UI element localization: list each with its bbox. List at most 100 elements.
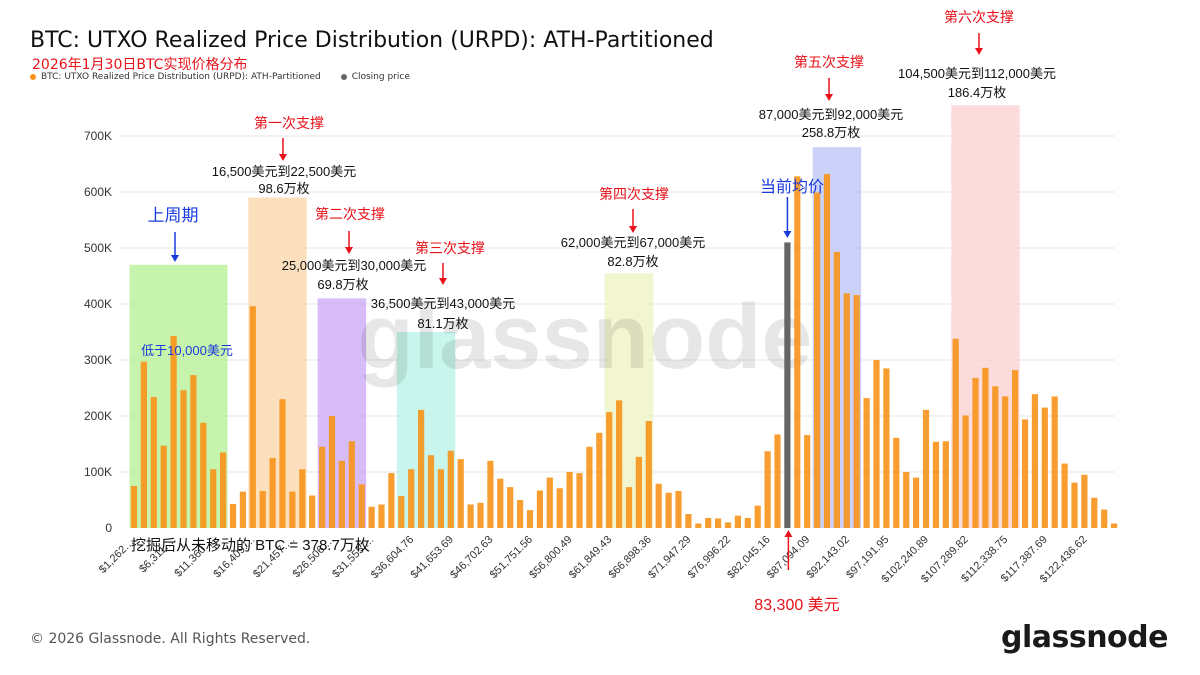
legend-dot-urpd bbox=[30, 74, 36, 80]
supply-band-2 bbox=[248, 197, 307, 528]
urpd-bar bbox=[962, 415, 969, 528]
closing-price-label: 83,300 美元 bbox=[754, 596, 839, 614]
urpd-bar bbox=[794, 176, 801, 528]
band-range-3: 25,000美元到30,000美元 bbox=[282, 258, 427, 273]
band-label-4: 第三次支撑 bbox=[415, 240, 485, 256]
urpd-bar bbox=[130, 486, 138, 528]
y-tick-label: 100K bbox=[84, 465, 112, 479]
urpd-bar bbox=[180, 390, 187, 528]
urpd-bar bbox=[744, 517, 751, 528]
urpd-bar bbox=[220, 452, 227, 528]
band-label-2: 第一次支撑 bbox=[254, 115, 324, 131]
price-arrow-head bbox=[784, 530, 793, 537]
urpd-bar bbox=[932, 441, 939, 528]
urpd-bar bbox=[675, 491, 682, 528]
urpd-bar bbox=[982, 367, 989, 528]
urpd-bar bbox=[388, 473, 395, 528]
urpd-bar bbox=[1101, 509, 1108, 528]
urpd-bar bbox=[952, 338, 959, 528]
chart-subtitle: 2026年1月30日BTC实现价格分布 bbox=[32, 57, 248, 73]
band-amount-2: 98.6万枚 bbox=[258, 181, 309, 196]
urpd-bar bbox=[695, 523, 702, 528]
urpd-bar bbox=[893, 437, 900, 528]
urpd-bar bbox=[1031, 394, 1038, 528]
urpd-bar bbox=[616, 400, 623, 528]
y-tick-label: 500K bbox=[84, 241, 112, 255]
urpd-bar bbox=[972, 377, 979, 528]
y-tick-label: 700K bbox=[84, 129, 112, 143]
urpd-bar bbox=[299, 469, 306, 528]
urpd-bar bbox=[556, 488, 563, 528]
urpd-bar bbox=[665, 492, 672, 528]
urpd-bar bbox=[497, 478, 504, 528]
urpd-bar bbox=[507, 487, 514, 528]
urpd-bar bbox=[200, 422, 207, 528]
urpd-bar bbox=[378, 504, 385, 528]
urpd-bar bbox=[526, 510, 534, 528]
urpd-bar bbox=[1051, 396, 1058, 528]
urpd-bar bbox=[229, 503, 237, 528]
legend-dot-closing bbox=[340, 74, 347, 80]
urpd-bar bbox=[358, 484, 365, 528]
band-amount-6: 258.8万枚 bbox=[802, 125, 861, 140]
band-label-6: 第五次支撑 bbox=[794, 54, 864, 70]
urpd-bar bbox=[437, 469, 444, 528]
chart-title: BTC: UTXO Realized Price Distribution (U… bbox=[30, 28, 714, 53]
band-range-6: 87,000美元到92,000美元 bbox=[759, 107, 904, 122]
urpd-bar bbox=[833, 251, 840, 529]
urpd-bar bbox=[170, 335, 177, 528]
band-arrow-4-head bbox=[439, 278, 447, 285]
band-label-1: 上周期 bbox=[148, 206, 199, 225]
urpd-bar bbox=[814, 192, 821, 528]
urpd-bar bbox=[913, 477, 920, 528]
legend: BTC: UTXO Realized Price Distribution (U… bbox=[30, 72, 410, 82]
band-amount-5: 82.8万枚 bbox=[607, 254, 658, 269]
urpd-bar bbox=[269, 458, 276, 528]
urpd-bar bbox=[457, 459, 464, 528]
urpd-bar bbox=[210, 469, 217, 528]
urpd-bar bbox=[536, 490, 543, 528]
band-arrow-5-head bbox=[629, 226, 637, 233]
urpd-bar bbox=[140, 361, 147, 528]
urpd-bar bbox=[239, 491, 246, 528]
urpd-bar bbox=[418, 409, 425, 528]
band-arrow-7-head bbox=[975, 48, 983, 55]
urpd-bar bbox=[576, 473, 583, 528]
y-tick-label: 0 bbox=[105, 521, 112, 535]
legend-item-urpd[interactable]: BTC: UTXO Realized Price Distribution (U… bbox=[30, 72, 321, 82]
urpd-bar bbox=[289, 491, 296, 528]
urpd-bar bbox=[1061, 463, 1068, 528]
urpd-bar bbox=[408, 469, 415, 528]
supply-band-5 bbox=[604, 273, 654, 528]
urpd-bar bbox=[705, 517, 712, 528]
urpd-bar bbox=[447, 450, 454, 528]
legend-label-closing: Closing price bbox=[351, 72, 410, 82]
band-label-3: 第二次支撑 bbox=[315, 206, 385, 222]
band-note-1: 低于10,000美元 bbox=[141, 343, 233, 358]
band-amount-4: 81.1万枚 bbox=[417, 316, 468, 331]
urpd-bar bbox=[734, 515, 741, 528]
urpd-bar bbox=[843, 293, 850, 528]
urpd-bar bbox=[467, 504, 474, 528]
closing-price-bar bbox=[784, 242, 791, 528]
urpd-bar bbox=[715, 518, 722, 528]
band-arrow-1-head bbox=[171, 255, 179, 262]
urpd-bar bbox=[1002, 396, 1009, 528]
legend-item-closing[interactable]: Closing price bbox=[340, 72, 410, 82]
band-arrow-6-head bbox=[825, 94, 833, 101]
urpd-bar bbox=[328, 416, 336, 528]
band-label-7: 第六次支撑 bbox=[944, 9, 1014, 25]
urpd-bar bbox=[873, 360, 880, 528]
urpd-bar bbox=[427, 455, 435, 528]
urpd-bar bbox=[368, 506, 375, 528]
urpd-bar bbox=[942, 441, 949, 528]
urpd-bar bbox=[645, 421, 652, 528]
glassnode-logo: glassnode bbox=[1000, 620, 1169, 655]
urpd-bar bbox=[309, 495, 316, 528]
y-tick-label: 400K bbox=[84, 297, 112, 311]
urpd-bar bbox=[319, 446, 326, 528]
urpd-bar bbox=[279, 399, 286, 528]
urpd-bar bbox=[1081, 474, 1088, 528]
urpd-bar bbox=[546, 477, 553, 528]
urpd-bar bbox=[586, 446, 593, 528]
